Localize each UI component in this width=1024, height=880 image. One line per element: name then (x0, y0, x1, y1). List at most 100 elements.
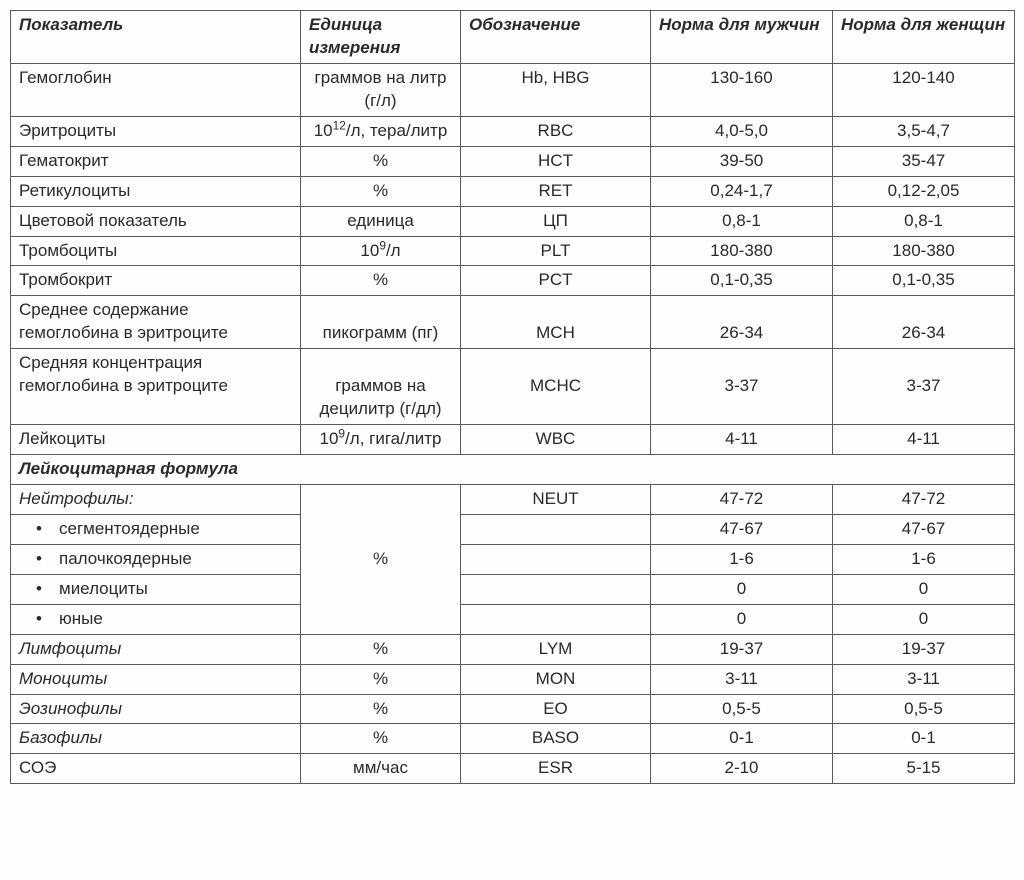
female-cell: 0-1 (833, 724, 1015, 754)
table-row: Цветовой показатель единица ЦП 0,8-1 0,8… (11, 206, 1015, 236)
male-cell: 0,8-1 (651, 206, 833, 236)
abbr-cell: PLT (461, 236, 651, 266)
table-row: Гемоглобин граммов на литр (г/л) Hb, HBG… (11, 63, 1015, 116)
header-indicator: Показатель (11, 11, 301, 64)
bullet-icon: • (19, 518, 59, 541)
indicator-cell: Базофилы (11, 724, 301, 754)
bullet-icon: • (19, 578, 59, 601)
indicator-cell: Тромбоциты (11, 236, 301, 266)
indicator-cell: •сегментоядерные (11, 514, 301, 544)
female-cell: 0,1-0,35 (833, 266, 1015, 296)
indicator-cell: Нейтрофилы: (11, 484, 301, 514)
abbr-cell: HCT (461, 146, 651, 176)
table-row: Лейкоциты 109/л, гига/литр WBC 4-11 4-11 (11, 425, 1015, 455)
male-cell: 0,5-5 (651, 694, 833, 724)
unit-cell: % (301, 724, 461, 754)
indicator-cell: Среднее содержание гемоглобина в эритроц… (11, 296, 301, 349)
female-cell: 47-67 (833, 514, 1015, 544)
header-female: Норма для женщин (833, 11, 1015, 64)
unit-cell: % (301, 694, 461, 724)
table-row: •юные 0 0 (11, 604, 1015, 634)
abbr-cell: MON (461, 664, 651, 694)
male-cell: 0 (651, 604, 833, 634)
unit-cell: % (301, 266, 461, 296)
section-leukocyte-formula: Лейкоцитарная формула (11, 455, 1015, 485)
abbr-cell (461, 544, 651, 574)
male-cell: 2-10 (651, 754, 833, 784)
unit-cell: % (301, 484, 461, 634)
table-row: Моноциты % MON 3-11 3-11 (11, 664, 1015, 694)
male-cell: 26-34 (651, 296, 833, 349)
female-cell: 5-15 (833, 754, 1015, 784)
unit-cell: % (301, 176, 461, 206)
male-cell: 3-11 (651, 664, 833, 694)
indicator-cell: Ретикулоциты (11, 176, 301, 206)
abbr-cell: RET (461, 176, 651, 206)
table-row: Лимфоциты % LYM 19-37 19-37 (11, 634, 1015, 664)
male-cell: 0 (651, 574, 833, 604)
table-row: Ретикулоциты % RET 0,24-1,7 0,12-2,05 (11, 176, 1015, 206)
female-cell: 0 (833, 574, 1015, 604)
female-cell: 0,12-2,05 (833, 176, 1015, 206)
abbr-cell: WBC (461, 425, 651, 455)
section-row: Лейкоцитарная формула (11, 455, 1015, 485)
unit-cell: 109/л (301, 236, 461, 266)
female-cell: 0,5-5 (833, 694, 1015, 724)
indicator-cell: Лимфоциты (11, 634, 301, 664)
male-cell: 0,1-0,35 (651, 266, 833, 296)
female-cell: 26-34 (833, 296, 1015, 349)
header-male: Норма для мужчин (651, 11, 833, 64)
abbr-cell: Hb, HBG (461, 63, 651, 116)
unit-cell: % (301, 634, 461, 664)
table-row: Средняя концентрация гемоглобина в эритр… (11, 349, 1015, 425)
female-cell: 3,5-4,7 (833, 116, 1015, 146)
female-cell: 0 (833, 604, 1015, 634)
table-row: •миелоциты 0 0 (11, 574, 1015, 604)
female-cell: 3-37 (833, 349, 1015, 425)
table-row: Эозинофилы % EO 0,5-5 0,5-5 (11, 694, 1015, 724)
abbr-cell (461, 604, 651, 634)
indicator-cell: СОЭ (11, 754, 301, 784)
abbr-cell: RBC (461, 116, 651, 146)
female-cell: 180-380 (833, 236, 1015, 266)
table-row: Тромбокрит % PCT 0,1-0,35 0,1-0,35 (11, 266, 1015, 296)
table-row: Гематокрит % HCT 39-50 35-47 (11, 146, 1015, 176)
indicator-cell: •юные (11, 604, 301, 634)
table-row: Базофилы % BASO 0-1 0-1 (11, 724, 1015, 754)
female-cell: 3-11 (833, 664, 1015, 694)
male-cell: 4-11 (651, 425, 833, 455)
abbr-cell (461, 574, 651, 604)
abbr-cell: NEUT (461, 484, 651, 514)
female-cell: 1-6 (833, 544, 1015, 574)
indicator-cell: Средняя концентрация гемоглобина в эритр… (11, 349, 301, 425)
abbr-cell: PCT (461, 266, 651, 296)
indicator-cell: Эозинофилы (11, 694, 301, 724)
female-cell: 47-72 (833, 484, 1015, 514)
abbr-cell: ESR (461, 754, 651, 784)
female-cell: 0,8-1 (833, 206, 1015, 236)
blood-test-norms-table: Показатель Единица измерения Обозначение… (10, 10, 1015, 784)
female-cell: 120-140 (833, 63, 1015, 116)
male-cell: 19-37 (651, 634, 833, 664)
male-cell: 4,0-5,0 (651, 116, 833, 146)
abbr-cell: MCHC (461, 349, 651, 425)
unit-cell: единица (301, 206, 461, 236)
table-row: Нейтрофилы: % NEUT 47-72 47-72 (11, 484, 1015, 514)
indicator-cell: Гемоглобин (11, 63, 301, 116)
table-row: Тромбоциты 109/л PLT 180-380 180-380 (11, 236, 1015, 266)
male-cell: 47-67 (651, 514, 833, 544)
indicator-cell: Цветовой показатель (11, 206, 301, 236)
male-cell: 130-160 (651, 63, 833, 116)
male-cell: 3-37 (651, 349, 833, 425)
indicator-cell: Моноциты (11, 664, 301, 694)
abbr-cell: EO (461, 694, 651, 724)
unit-cell: % (301, 146, 461, 176)
male-cell: 0,24-1,7 (651, 176, 833, 206)
header-row: Показатель Единица измерения Обозначение… (11, 11, 1015, 64)
table-row: •сегментоядерные 47-67 47-67 (11, 514, 1015, 544)
unit-cell: 109/л, гига/литр (301, 425, 461, 455)
indicator-cell: Лейкоциты (11, 425, 301, 455)
abbr-cell: ЦП (461, 206, 651, 236)
unit-cell: граммов на децилитр (г/дл) (301, 349, 461, 425)
male-cell: 0-1 (651, 724, 833, 754)
